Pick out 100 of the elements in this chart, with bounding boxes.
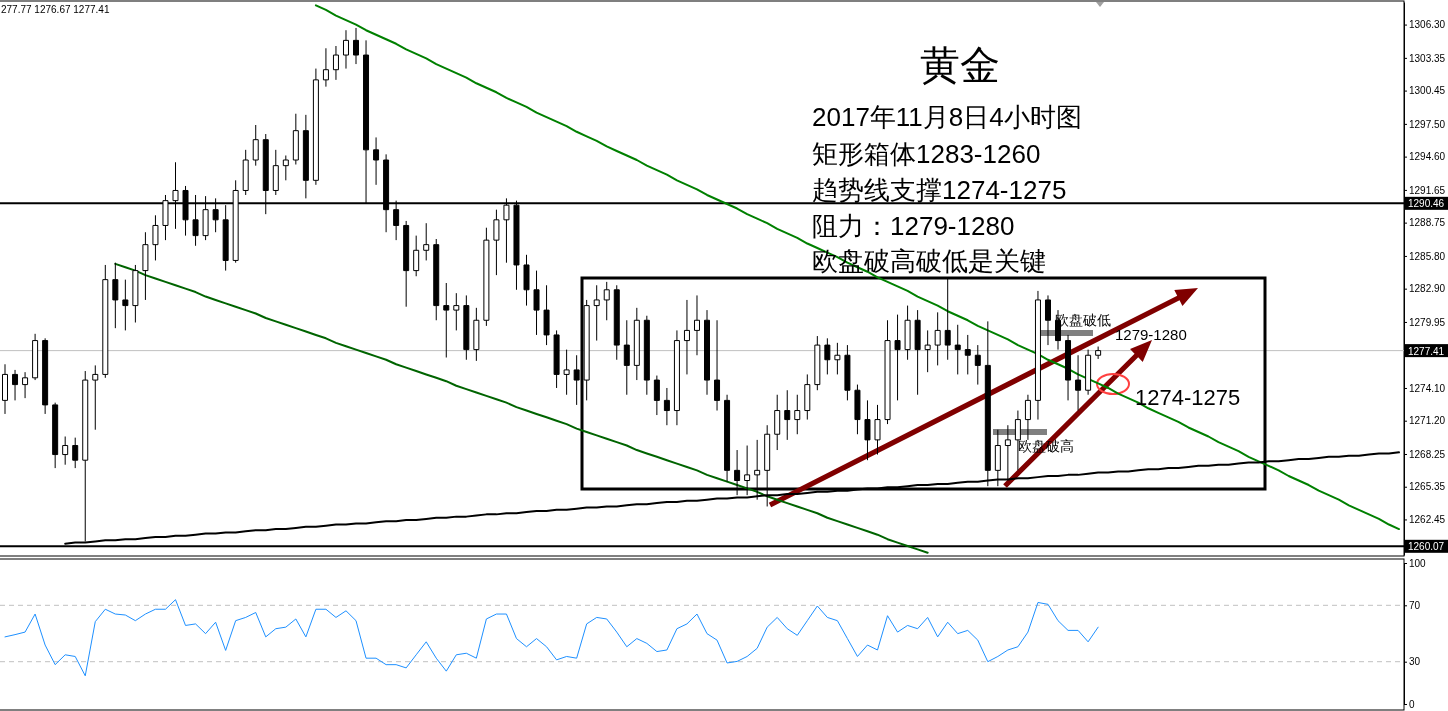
candlestick bbox=[944, 276, 951, 361]
candlestick bbox=[112, 262, 119, 329]
y-tick-label: 1306.30 bbox=[1409, 19, 1446, 31]
y-tick-label: 1279.95 bbox=[1409, 316, 1446, 328]
y-tick-label: 1297.50 bbox=[1409, 118, 1446, 130]
candlestick bbox=[322, 47, 329, 88]
candlestick bbox=[633, 307, 640, 381]
candlestick bbox=[72, 437, 79, 469]
candlestick bbox=[814, 335, 821, 391]
annotation: 1279-1280 bbox=[1115, 325, 1187, 343]
candlestick bbox=[583, 299, 590, 401]
y-tick-label: 1268.25 bbox=[1409, 448, 1446, 460]
candlestick bbox=[653, 375, 660, 416]
candlestick bbox=[924, 329, 931, 373]
candlestick bbox=[353, 27, 360, 65]
candlestick bbox=[663, 387, 670, 426]
candlestick bbox=[332, 45, 339, 81]
candlestick bbox=[623, 319, 630, 396]
y-tick-label: 1294.60 bbox=[1409, 151, 1446, 163]
y-tick-label: 1291.65 bbox=[1409, 184, 1446, 196]
candlestick bbox=[453, 292, 460, 331]
candlestick bbox=[142, 231, 149, 301]
text: 2017年11月8日4小时图 bbox=[812, 102, 1082, 132]
candlestick bbox=[92, 364, 99, 431]
candlestick bbox=[563, 349, 570, 396]
candlestick bbox=[1024, 394, 1031, 441]
candlestick bbox=[1065, 334, 1072, 401]
candlestick bbox=[22, 371, 29, 399]
annotation: 阻力：1279-1280 bbox=[812, 211, 1015, 241]
y-tick-label: 1271.20 bbox=[1409, 415, 1446, 427]
candlestick bbox=[242, 149, 249, 196]
candlestick bbox=[102, 264, 109, 379]
y-tick-label: 1300.45 bbox=[1409, 85, 1446, 97]
candlestick bbox=[483, 227, 490, 327]
candlestick bbox=[403, 220, 410, 308]
candlestick bbox=[854, 384, 861, 435]
line-series bbox=[4, 599, 1099, 677]
annotation: 趋势线支撑1274-1275 bbox=[812, 175, 1067, 205]
candlestick bbox=[884, 319, 891, 425]
candlestick bbox=[704, 309, 711, 396]
candlestick bbox=[312, 68, 319, 186]
candlestick bbox=[643, 315, 650, 396]
candlestick bbox=[844, 344, 851, 401]
y-tick-label: 1262.45 bbox=[1409, 514, 1446, 526]
candlestick bbox=[834, 342, 841, 375]
annotation: 277.77 1276.67 1277.41 bbox=[1, 3, 110, 15]
candlestick bbox=[302, 114, 309, 199]
candlestick bbox=[784, 389, 791, 441]
candlestick bbox=[1095, 346, 1102, 360]
candlestick bbox=[252, 124, 259, 167]
line-series bbox=[314, 4, 1400, 531]
candlestick bbox=[62, 436, 69, 466]
candlestick bbox=[423, 222, 430, 261]
candlestick bbox=[1085, 349, 1092, 396]
y-tick-label: 1265.35 bbox=[1409, 481, 1446, 493]
candlestick bbox=[12, 369, 19, 401]
candlestick bbox=[282, 154, 289, 181]
candlestick bbox=[32, 333, 39, 381]
candlestick bbox=[914, 309, 921, 396]
candlestick bbox=[804, 373, 811, 421]
candlestick bbox=[42, 337, 49, 415]
candlestick bbox=[122, 279, 129, 331]
candlestick bbox=[292, 113, 299, 166]
ref-line-label: 1277.41 bbox=[1408, 345, 1445, 357]
candlestick bbox=[603, 281, 610, 321]
y-tick-label: 1285.80 bbox=[1409, 250, 1446, 262]
candlestick bbox=[152, 214, 159, 261]
annotation: 矩形箱体1283-1260 bbox=[812, 139, 1041, 169]
y-tick-label: 1288.75 bbox=[1409, 217, 1446, 229]
candlestick bbox=[533, 270, 540, 336]
candlestick bbox=[724, 394, 731, 483]
candlestick bbox=[1014, 410, 1021, 471]
y-tick-label: 0 bbox=[1409, 698, 1415, 710]
candlestick bbox=[964, 334, 971, 375]
candlestick bbox=[1034, 290, 1041, 421]
candlestick bbox=[493, 209, 500, 276]
candlestick bbox=[433, 238, 440, 321]
candlestick bbox=[683, 299, 690, 375]
y-tick-label: 1303.35 bbox=[1409, 52, 1446, 64]
candlestick bbox=[543, 284, 550, 346]
candlestick bbox=[934, 311, 941, 366]
candlestick bbox=[794, 394, 801, 435]
candlestick bbox=[874, 404, 881, 456]
y-tick-label: 70 bbox=[1409, 600, 1421, 611]
candlestick bbox=[373, 136, 380, 186]
candlestick bbox=[473, 307, 480, 362]
candlestick bbox=[613, 284, 620, 361]
candlestick bbox=[463, 294, 470, 361]
ref-line-label: 1290.46 bbox=[1408, 197, 1445, 209]
annotation: 1274-1275 bbox=[1135, 384, 1241, 410]
candlestick bbox=[132, 264, 139, 324]
candlestick bbox=[824, 337, 831, 375]
candlestick bbox=[954, 324, 961, 375]
candlestick bbox=[342, 29, 349, 70]
y-tick-label: 30 bbox=[1409, 656, 1421, 668]
candlestick bbox=[693, 294, 700, 356]
candlestick bbox=[553, 329, 560, 389]
candlestick bbox=[894, 314, 901, 401]
candlestick bbox=[1044, 294, 1051, 346]
ref-line-label: 1260.07 bbox=[1408, 540, 1445, 552]
